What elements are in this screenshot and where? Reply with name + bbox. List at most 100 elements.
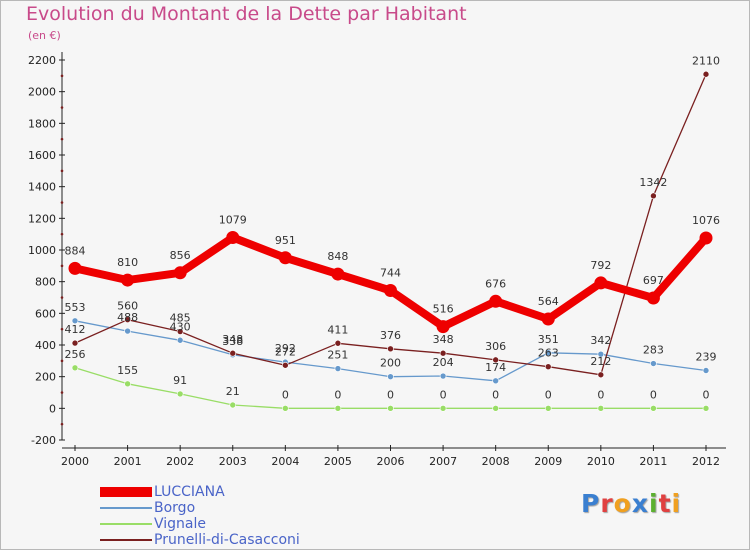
data-label: 884: [65, 244, 86, 257]
logo-letter: x: [631, 489, 649, 518]
legend-label: Borgo: [154, 500, 196, 516]
y-tick-label: 1600: [28, 149, 56, 162]
proxiti-logo: Proxiti: [581, 489, 681, 518]
data-label: 951: [275, 234, 296, 247]
logo-letter: P: [581, 489, 601, 518]
data-point: [121, 273, 135, 287]
data-label: 2110: [692, 54, 720, 67]
data-point: [176, 390, 184, 398]
y-tick-label: 0: [49, 402, 56, 415]
data-point: [699, 231, 713, 245]
y-tick-label: 1200: [28, 212, 56, 225]
data-label: 263: [538, 347, 559, 360]
y-minor-tick: [60, 74, 64, 78]
data-label: 0: [650, 388, 657, 401]
x-tick-label: 2009: [534, 455, 562, 468]
legend-label: LUCCIANA: [154, 484, 225, 500]
y-tick-label: 2200: [28, 54, 56, 67]
data-label: 430: [170, 320, 191, 333]
legend-label: Prunelli-di-Casacconi: [154, 532, 300, 548]
data-point: [124, 380, 131, 388]
data-point: [229, 401, 237, 409]
y-tick-label: 1000: [28, 244, 56, 257]
data-point: [436, 320, 450, 334]
y-minor-tick: [60, 169, 64, 173]
data-label: 306: [485, 340, 506, 353]
data-point: [597, 405, 605, 412]
data-label: 488: [117, 311, 138, 324]
data-point: [331, 267, 345, 281]
data-label: 348: [222, 333, 243, 346]
data-label: 174: [485, 361, 506, 374]
x-tick-label: 2010: [587, 455, 615, 468]
y-minor-tick: [60, 137, 64, 141]
y-minor-tick: [60, 296, 64, 299]
data-point: [124, 327, 131, 335]
x-tick-label: 2012: [692, 455, 720, 468]
data-point: [334, 405, 342, 412]
data-point: [71, 317, 79, 325]
data-label: 676: [485, 277, 506, 290]
data-label: 792: [590, 259, 611, 272]
x-tick-label: 2007: [429, 455, 457, 468]
logo-letter: r: [600, 489, 614, 518]
y-minor-tick: [60, 201, 64, 204]
data-point: [278, 251, 292, 265]
data-label: 0: [440, 388, 447, 401]
data-point: [282, 361, 289, 369]
data-label: 0: [597, 388, 604, 401]
data-label: 1079: [219, 213, 247, 226]
data-label: 272: [275, 345, 296, 358]
y-minor-tick: [60, 106, 64, 109]
data-label: 0: [545, 388, 552, 401]
data-point: [176, 336, 184, 344]
data-label: 348: [433, 333, 454, 346]
data-point: [226, 230, 240, 244]
y-minor-tick: [60, 327, 64, 331]
y-minor-tick: [60, 264, 64, 268]
data-point: [541, 312, 555, 326]
y-tick-label: 400: [35, 339, 56, 352]
data-label: 848: [327, 250, 348, 263]
data-point: [439, 349, 447, 357]
data-point: [492, 405, 499, 412]
data-point: [71, 364, 79, 372]
data-point: [439, 372, 447, 380]
data-point: [439, 405, 447, 412]
legend-swatch: [100, 523, 152, 525]
x-tick-label: 2004: [271, 455, 299, 468]
data-label: 251: [327, 349, 348, 362]
data-label: 200: [380, 357, 401, 370]
y-minor-tick: [60, 359, 64, 363]
data-label: 0: [703, 388, 710, 401]
data-point: [702, 70, 710, 78]
y-tick-label: 1800: [28, 117, 56, 130]
data-point: [387, 345, 394, 353]
logo-letter: i: [671, 489, 682, 518]
legend-swatch: [100, 507, 152, 509]
x-tick-label: 2003: [219, 455, 247, 468]
y-minor-tick: [60, 232, 64, 236]
data-label: 810: [117, 256, 138, 269]
chart-title: Evolution du Montant de la Dette par Hab…: [26, 3, 467, 25]
data-label: 1076: [692, 214, 720, 227]
x-tick-label: 2001: [114, 455, 142, 468]
data-point: [646, 291, 660, 305]
x-tick-label: 2005: [324, 455, 352, 468]
y-tick-label: 2000: [28, 86, 56, 99]
legend-swatch: [100, 539, 152, 541]
data-point: [387, 373, 394, 380]
data-point: [384, 284, 397, 298]
x-tick-label: 2006: [377, 455, 405, 468]
legend-label: Vignale: [154, 516, 207, 532]
data-label: 560: [117, 300, 138, 313]
data-point: [650, 405, 657, 412]
data-point: [334, 339, 342, 347]
logo-letter: o: [613, 489, 632, 518]
data-point: [702, 405, 710, 412]
data-point: [544, 405, 552, 412]
data-label: 338: [222, 335, 243, 348]
data-point: [702, 367, 710, 374]
data-label: 485: [170, 312, 191, 325]
data-label: 0: [334, 388, 341, 401]
